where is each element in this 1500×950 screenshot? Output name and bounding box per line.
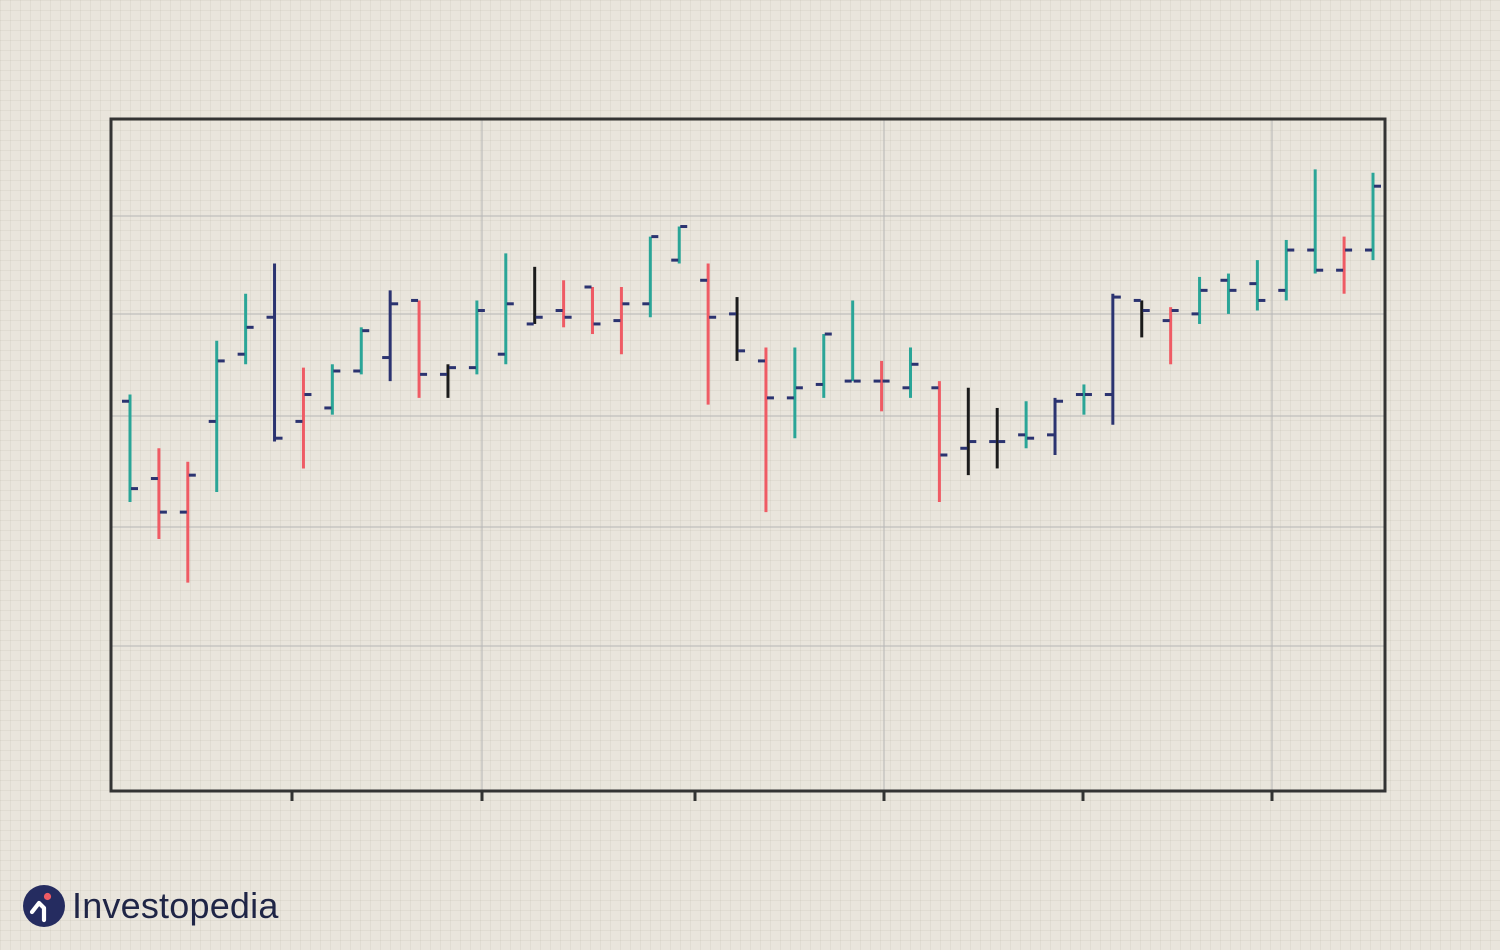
- ohlc-bar: [613, 287, 630, 355]
- chart-grid: [111, 119, 1385, 791]
- ohlc-bar: [179, 461, 196, 583]
- ohlc-bar: [555, 280, 572, 328]
- ohlc-bar: [150, 448, 167, 539]
- ohlc-bar: [468, 300, 485, 375]
- investopedia-i-icon: [23, 885, 65, 927]
- ohlc-bar: [584, 285, 601, 335]
- ohlc-bar: [1365, 172, 1381, 261]
- x-axis-ticks: [290, 791, 1274, 801]
- ohlc-bar: [122, 394, 138, 503]
- ohlc-bar: [815, 332, 832, 398]
- ohlc-bar: [1133, 298, 1150, 338]
- ohlc-bar: [700, 263, 717, 405]
- ohlc-bar: [931, 381, 948, 503]
- ohlc-bar: [786, 347, 803, 439]
- ohlc-bar: [1278, 239, 1295, 301]
- ohlc-bar: [729, 297, 746, 361]
- ohlc-bar: [497, 253, 514, 365]
- ohlc-bar: [1191, 276, 1208, 324]
- ohlc-bar: [1104, 293, 1121, 425]
- ohlc-bar: [237, 293, 254, 365]
- ohlc-bar: [1075, 384, 1092, 415]
- ohlc-bar: [526, 266, 543, 326]
- ohlc-bar: [757, 347, 774, 513]
- ohlc-bar: [382, 290, 399, 382]
- ohlc-bars: [122, 169, 1381, 583]
- ohlc-bar: [1220, 273, 1237, 314]
- investopedia-logo: Investopedia: [22, 884, 279, 928]
- ohlc-bar: [1307, 169, 1324, 274]
- ohlc-bar: [642, 235, 659, 318]
- ohlc-bar: [439, 364, 456, 398]
- plot-frame: [109, 117, 1387, 793]
- ohlc-bar: [844, 300, 861, 383]
- ohlc-bar: [266, 263, 283, 442]
- ohlc-bar: [960, 387, 977, 476]
- ohlc-bar: [208, 340, 225, 492]
- ohlc-bar: [989, 407, 1006, 469]
- ohlc-bar: [1047, 397, 1064, 455]
- ohlc-bar: [353, 327, 370, 375]
- ohlc-bar: [873, 360, 890, 412]
- ohlc-bar: [1018, 401, 1035, 449]
- ohlc-bar: [1249, 260, 1266, 311]
- brand-name: Investopedia: [72, 885, 279, 926]
- ohlc-bar: [324, 364, 341, 415]
- ohlc-bar: [902, 347, 919, 398]
- ohlc-bar: [1162, 307, 1179, 365]
- ohlc-bar: [411, 298, 428, 398]
- ohlc-bar: [295, 367, 312, 469]
- ohlc-bar: [671, 225, 688, 264]
- ohlc-bar: [1336, 236, 1353, 294]
